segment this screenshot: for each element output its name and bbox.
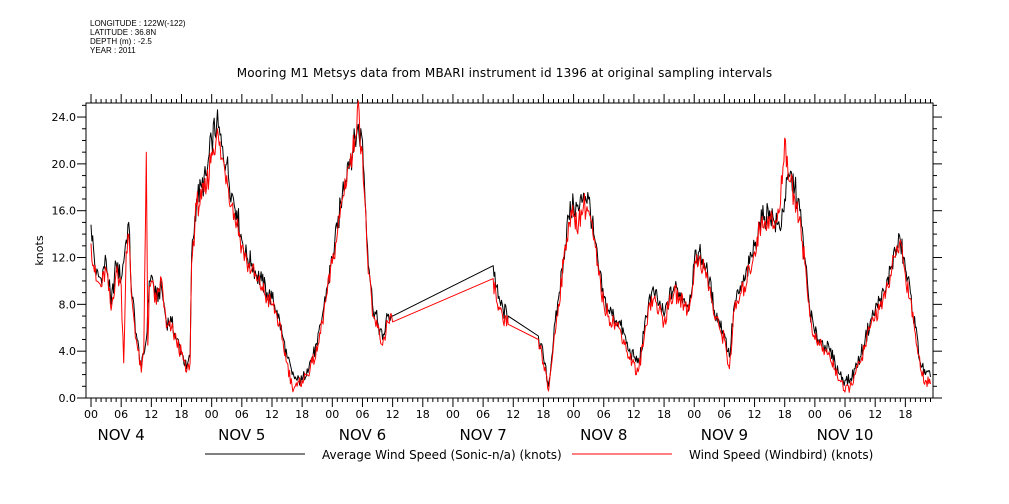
x-tick-label: 00	[446, 408, 460, 421]
legend-label-average: Average Wind Speed (Sonic-n/a) (knots)	[322, 448, 562, 462]
series-line-windbird-wind-speed	[90, 100, 931, 393]
day-label: NOV 4	[98, 426, 145, 444]
day-label: NOV 9	[701, 426, 748, 444]
x-tick-label: 00	[84, 408, 98, 421]
depth-label: DEPTH (m) : -2.5	[90, 37, 152, 46]
x-tick-label: 06	[476, 408, 490, 421]
x-tick-label: 06	[235, 408, 249, 421]
series-line-average-wind-speed	[90, 109, 931, 387]
y-tick-label: 0.0	[59, 392, 77, 405]
x-tick-label: 00	[687, 408, 701, 421]
x-tick-label: 06	[114, 408, 128, 421]
day-label: NOV 8	[580, 426, 627, 444]
legend-label-windbird: Wind Speed (Windbird) (knots)	[689, 448, 873, 462]
plot-frame	[85, 102, 934, 399]
x-tick-label: 00	[325, 408, 339, 421]
x-tick-label: 12	[868, 408, 882, 421]
x-tick-label: 18	[657, 408, 671, 421]
x-tick-label: 06	[597, 408, 611, 421]
x-tick-label: 18	[778, 408, 792, 421]
x-tick-label: 18	[175, 408, 189, 421]
x-tick-label: 12	[748, 408, 762, 421]
day-label: NOV 7	[459, 426, 506, 444]
x-tick-label: 06	[717, 408, 731, 421]
x-tick-label: 12	[144, 408, 158, 421]
x-tick-label: 00	[567, 408, 581, 421]
x-tick-label: 06	[838, 408, 852, 421]
x-tick-label: 18	[536, 408, 550, 421]
x-tick-label: 12	[506, 408, 520, 421]
x-tick-label: 18	[295, 408, 309, 421]
x-tick-label: 12	[386, 408, 400, 421]
x-tick-label: 06	[355, 408, 369, 421]
x-tick-label: 00	[205, 408, 219, 421]
y-axis-label: knots	[33, 235, 46, 265]
y-tick-label: 12.0	[52, 252, 77, 265]
metadata-block: LONGITUDE : 122W(-122) LATITUDE : 36.8N …	[90, 19, 186, 55]
longitude-label: LONGITUDE : 122W(-122)	[90, 19, 186, 28]
chart-title: Mooring M1 Metsys data from MBARI instru…	[236, 66, 773, 80]
y-tick-label: 8.0	[59, 298, 77, 311]
y-tick-label: 20.0	[52, 158, 77, 171]
year-label: YEAR : 2011	[90, 46, 136, 55]
x-tick-label: 18	[898, 408, 912, 421]
day-label: NOV 10	[817, 426, 874, 444]
x-tick-label: 12	[627, 408, 641, 421]
day-label: NOV 5	[218, 426, 265, 444]
day-label: NOV 6	[339, 426, 386, 444]
x-tick-label: 12	[265, 408, 279, 421]
latitude-label: LATITUDE : 36.8N	[90, 28, 157, 37]
y-tick-label: 24.0	[52, 111, 77, 124]
y-tick-label: 4.0	[59, 345, 77, 358]
x-tick-label: 00	[808, 408, 822, 421]
x-tick-label: 18	[416, 408, 430, 421]
y-tick-label: 16.0	[52, 205, 77, 218]
